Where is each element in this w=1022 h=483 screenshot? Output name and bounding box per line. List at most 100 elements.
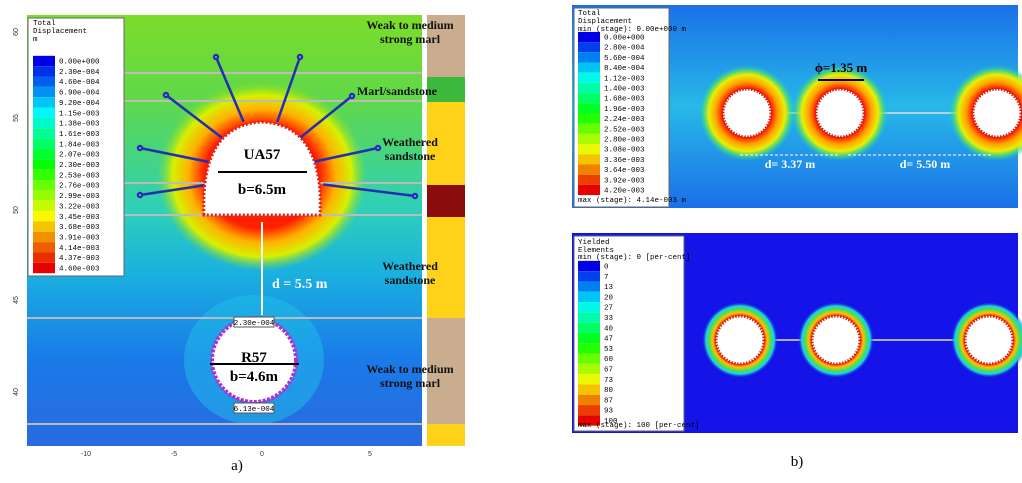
tunnel xyxy=(973,89,1021,137)
legend-min: min (stage): 0 [per-cent] xyxy=(578,254,691,262)
legend-label: 3.22e-003 xyxy=(59,203,100,211)
legend-swatch xyxy=(33,242,55,252)
point-label: 2.30e-004 xyxy=(234,320,275,328)
tunnel xyxy=(716,316,764,364)
legend-label: 3.91e-003 xyxy=(59,234,100,242)
distance-label: d= 5.50 m xyxy=(900,157,951,171)
legend-swatch xyxy=(578,103,600,113)
legend-label: 5.60e-004 xyxy=(604,55,645,63)
legend-swatch xyxy=(33,180,55,190)
bolt-end xyxy=(138,146,142,150)
stratum-label: sandstone xyxy=(385,273,436,287)
legend-label: 2.07e-003 xyxy=(59,152,100,160)
legend-label: 4.60e-004 xyxy=(59,79,100,87)
legend-label: 4.37e-003 xyxy=(59,255,100,263)
legend-label: 1.96e-003 xyxy=(604,106,645,114)
legend-swatch xyxy=(578,114,600,124)
legend-title: Displacement xyxy=(33,28,87,36)
legend-swatch xyxy=(33,159,55,169)
legend-swatch xyxy=(578,395,600,405)
legend-swatch xyxy=(578,292,600,302)
figure: a) b) TotalDisplacementm0.00e+0002.30e-0… xyxy=(0,0,1022,483)
legend-swatch xyxy=(578,333,600,343)
x-tick-label: 5 xyxy=(368,451,372,458)
tunnel xyxy=(816,89,864,137)
legend-label: 40 xyxy=(604,325,614,333)
legend-swatch xyxy=(578,73,600,83)
legend-label: 47 xyxy=(604,336,613,344)
legend-label: 3.08e-003 xyxy=(604,147,645,155)
legend-label: 3.92e-003 xyxy=(604,177,645,185)
legend-swatch xyxy=(33,149,55,159)
legend-swatch xyxy=(33,87,55,97)
legend-label: 4.14e-003 xyxy=(59,245,100,253)
stratum-label: Weathered xyxy=(382,135,438,149)
bolt-end xyxy=(138,193,142,197)
legend-swatch xyxy=(578,312,600,322)
legend-swatch xyxy=(578,93,600,103)
bolt-end xyxy=(376,146,380,150)
y-tick-label: 45 xyxy=(13,296,20,304)
legend-title: Displacement xyxy=(578,18,632,26)
bolt-end xyxy=(164,93,168,97)
legend-label: 2.52e-003 xyxy=(604,126,645,134)
stratum-label: Weathered xyxy=(382,259,438,273)
legend-swatch xyxy=(578,175,600,185)
tunnel xyxy=(812,316,860,364)
y-tick-label: 60 xyxy=(13,28,20,36)
legend-swatch xyxy=(33,97,55,107)
legend-swatch xyxy=(578,323,600,333)
legend-swatch xyxy=(33,221,55,231)
legend-swatch xyxy=(578,185,600,195)
legend-label: 1.38e-003 xyxy=(59,121,100,129)
legend-swatch xyxy=(33,232,55,242)
legend-swatch xyxy=(33,190,55,200)
legend-label: 2.24e-003 xyxy=(604,116,645,124)
distance-label: d= 3.37 m xyxy=(765,157,816,171)
legend-title: m xyxy=(33,36,38,44)
legend-label: 3.45e-003 xyxy=(59,214,100,222)
legend-label: 4.20e-003 xyxy=(604,188,645,196)
stratum-label: Marl/sandstone xyxy=(357,84,438,98)
stratum-label: strong marl xyxy=(380,32,441,46)
bolt-end xyxy=(298,55,302,59)
legend-label: 53 xyxy=(604,346,614,354)
legend-swatch xyxy=(33,77,55,87)
legend-swatch xyxy=(578,405,600,415)
stratum-label: Weak to medium xyxy=(366,18,453,32)
diameter-label: ϕ=1.35 m xyxy=(815,60,868,75)
legend-swatch xyxy=(33,118,55,128)
legend-swatch xyxy=(578,354,600,364)
caption: a) xyxy=(231,458,243,474)
legend-swatch xyxy=(578,281,600,291)
legend-label: 27 xyxy=(604,305,613,313)
legend-swatch xyxy=(578,42,600,52)
legend-label: 87 xyxy=(604,397,613,405)
stratum-label: sandstone xyxy=(385,149,436,163)
distance-label: d = 5.5 m xyxy=(272,277,328,292)
bolt-end xyxy=(214,55,218,59)
legend-label: 2.80e-003 xyxy=(604,137,645,145)
legend-label: 60 xyxy=(604,356,614,364)
legend-swatch xyxy=(578,63,600,73)
legend-label: 6.90e-004 xyxy=(59,90,100,98)
legend-swatch xyxy=(33,66,55,76)
legend-label: 20 xyxy=(604,294,614,302)
caption: b) xyxy=(791,454,804,470)
stratum-label: strong marl xyxy=(380,376,441,390)
legend-label: 2.30e-003 xyxy=(59,162,100,170)
legend-swatch xyxy=(33,128,55,138)
tunnel xyxy=(965,316,1013,364)
legend-label: 2.53e-003 xyxy=(59,172,100,180)
legend-label: 1.84e-003 xyxy=(59,141,100,149)
legend-swatch xyxy=(33,252,55,262)
legend-title: Total xyxy=(578,10,601,18)
legend-label: 33 xyxy=(604,315,614,323)
bolt-end xyxy=(413,194,417,198)
stratum-label: Weak to medium xyxy=(366,362,453,376)
legend-swatch xyxy=(33,263,55,273)
legend-swatch xyxy=(578,52,600,62)
x-tick-label: -10 xyxy=(81,451,91,458)
legend-label: 1.12e-003 xyxy=(604,75,645,83)
legend-label: 1.15e-003 xyxy=(59,110,100,118)
